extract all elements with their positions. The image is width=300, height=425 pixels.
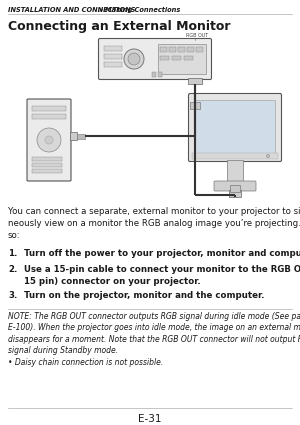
Bar — [184, 56, 193, 60]
Bar — [172, 56, 181, 60]
Bar — [32, 106, 66, 111]
Bar — [158, 44, 206, 74]
Circle shape — [124, 49, 144, 69]
Bar — [160, 56, 169, 60]
Circle shape — [128, 53, 140, 65]
Text: 1.: 1. — [8, 249, 17, 258]
Text: INSTALLATION AND CONNECTIONS: INSTALLATION AND CONNECTIONS — [8, 7, 135, 13]
Circle shape — [266, 155, 269, 158]
FancyBboxPatch shape — [27, 99, 71, 181]
FancyBboxPatch shape — [188, 94, 281, 162]
Circle shape — [37, 128, 61, 152]
Bar — [187, 47, 194, 52]
Text: >: > — [96, 7, 106, 13]
Text: Turn on the projector, monitor and the computer.: Turn on the projector, monitor and the c… — [24, 291, 265, 300]
Bar — [230, 185, 240, 192]
Bar — [158, 72, 162, 77]
Circle shape — [266, 155, 269, 158]
Bar — [160, 47, 167, 52]
Text: E-31: E-31 — [138, 414, 162, 424]
Text: RGB OUT: RGB OUT — [186, 33, 208, 38]
Bar — [169, 47, 176, 52]
Bar — [104, 46, 122, 51]
Bar — [32, 157, 62, 161]
Text: Making Connections: Making Connections — [105, 7, 180, 13]
Bar — [195, 100, 275, 153]
Bar — [188, 78, 202, 84]
Text: You can connect a separate, external monitor to your projector to simulta-
neous: You can connect a separate, external mon… — [8, 207, 300, 240]
Text: Turn off the power to your projector, monitor and computer.: Turn off the power to your projector, mo… — [24, 249, 300, 258]
Bar — [152, 72, 156, 77]
Circle shape — [266, 155, 269, 158]
Text: Connecting an External Monitor: Connecting an External Monitor — [8, 20, 230, 33]
Text: NOTE: The RGB OUT connector outputs RGB signal during idle mode (See page
E-100): NOTE: The RGB OUT connector outputs RGB … — [8, 312, 300, 367]
Text: 3.: 3. — [8, 291, 17, 300]
Bar — [190, 102, 200, 109]
Bar — [196, 47, 203, 52]
Bar — [32, 169, 62, 173]
Bar — [32, 163, 62, 167]
FancyBboxPatch shape — [98, 39, 212, 79]
Bar — [104, 54, 122, 59]
Bar — [70, 132, 77, 140]
Bar — [77, 134, 85, 139]
Bar — [229, 190, 241, 197]
Bar — [178, 47, 185, 52]
Bar — [104, 62, 122, 67]
Circle shape — [45, 136, 53, 144]
FancyBboxPatch shape — [214, 181, 256, 191]
Text: 2.: 2. — [8, 266, 17, 275]
Bar — [192, 153, 278, 159]
Bar — [227, 160, 243, 182]
Bar — [32, 114, 66, 119]
Text: Use a 15-pin cable to connect your monitor to the RGB OUT (Mini D-Sub
15 pin) co: Use a 15-pin cable to connect your monit… — [24, 266, 300, 286]
